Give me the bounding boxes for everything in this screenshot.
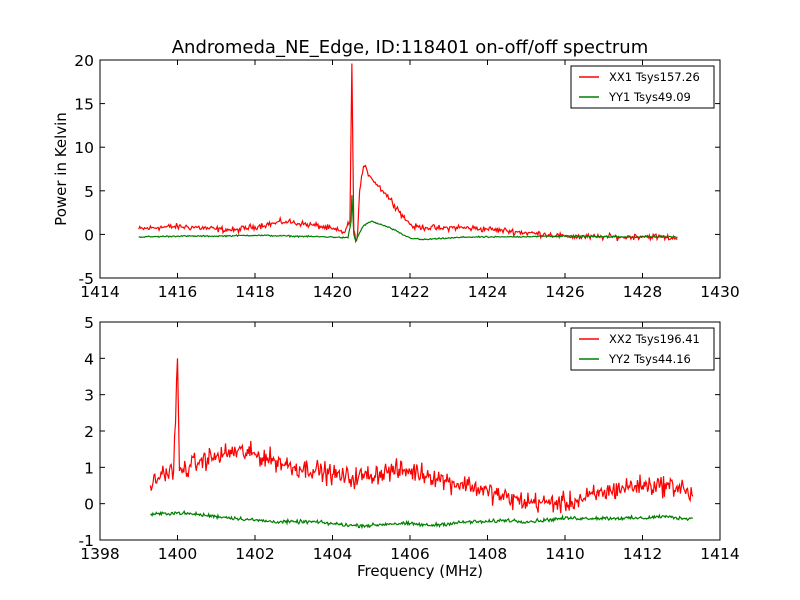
x-tick-label: 1398 xyxy=(80,545,119,563)
legend-label: XX2 Tsys196.41 xyxy=(609,332,700,346)
y-tick-label: 2 xyxy=(84,423,94,441)
x-tick-label: 1402 xyxy=(235,545,274,563)
x-tick-label: 1404 xyxy=(313,545,352,563)
y-tick-label: 10 xyxy=(74,139,94,157)
series-line-yy2 xyxy=(150,510,693,530)
chart-title: Andromeda_NE_Edge, ID:118401 on-off/off … xyxy=(172,37,649,58)
y-axis-label: Power in Kelvin xyxy=(52,112,70,226)
x-tick-label: 1414 xyxy=(700,545,739,563)
x-tick-label: 1400 xyxy=(158,545,197,563)
x-tick-label: 1414 xyxy=(80,283,119,301)
y-tick-label: 15 xyxy=(74,96,94,114)
legend-box xyxy=(570,65,715,109)
y-tick-label: -1 xyxy=(79,532,94,550)
y-tick-label: 5 xyxy=(84,183,94,201)
bottom-plot-panel: 1398 1400 1402 1404 1406 1408 1410 1412 1414 -1 0 1… xyxy=(79,314,740,580)
y-tick-label: 4 xyxy=(84,350,94,368)
y-tick-label: -5 xyxy=(79,270,94,288)
x-tick-label: 1430 xyxy=(700,283,739,301)
x-tick-label: 1422 xyxy=(390,283,429,301)
y-tick-label: 1 xyxy=(84,459,94,477)
x-tick-label: 1424 xyxy=(468,283,507,301)
x-tick-label: 1418 xyxy=(235,283,274,301)
x-tick-label: 1412 xyxy=(623,545,662,563)
x-tick-label: 1420 xyxy=(313,283,352,301)
x-tick-label: 1410 xyxy=(545,545,584,563)
x-tick-label: 1428 xyxy=(623,283,662,301)
y-tick-label: 3 xyxy=(84,387,94,405)
x-tick-label: 1406 xyxy=(390,545,429,563)
legend-box xyxy=(570,327,715,371)
y-tick-label: 0 xyxy=(84,226,94,244)
legend-label: XX1 Tsys157.26 xyxy=(609,70,700,84)
y-tick-label: 5 xyxy=(84,314,94,332)
x-tick-label: 1416 xyxy=(158,283,197,301)
x-axis-label: Frequency (MHz) xyxy=(357,562,483,580)
series-line-xx2 xyxy=(149,358,694,514)
legend-label: YY2 Tsys44.16 xyxy=(608,352,691,366)
y-tick-label: 20 xyxy=(74,52,94,70)
top-plot-panel: 1414 1416 1418 1420 1422 1424 1426 1428 1430 -5 0 5… xyxy=(52,52,740,301)
legend-label: YY1 Tsys49.09 xyxy=(608,90,691,104)
series-line-yy1 xyxy=(138,195,678,244)
x-tick-label: 1426 xyxy=(545,283,584,301)
y-tick-label: 0 xyxy=(84,496,94,514)
x-tick-label: 1408 xyxy=(468,545,507,563)
